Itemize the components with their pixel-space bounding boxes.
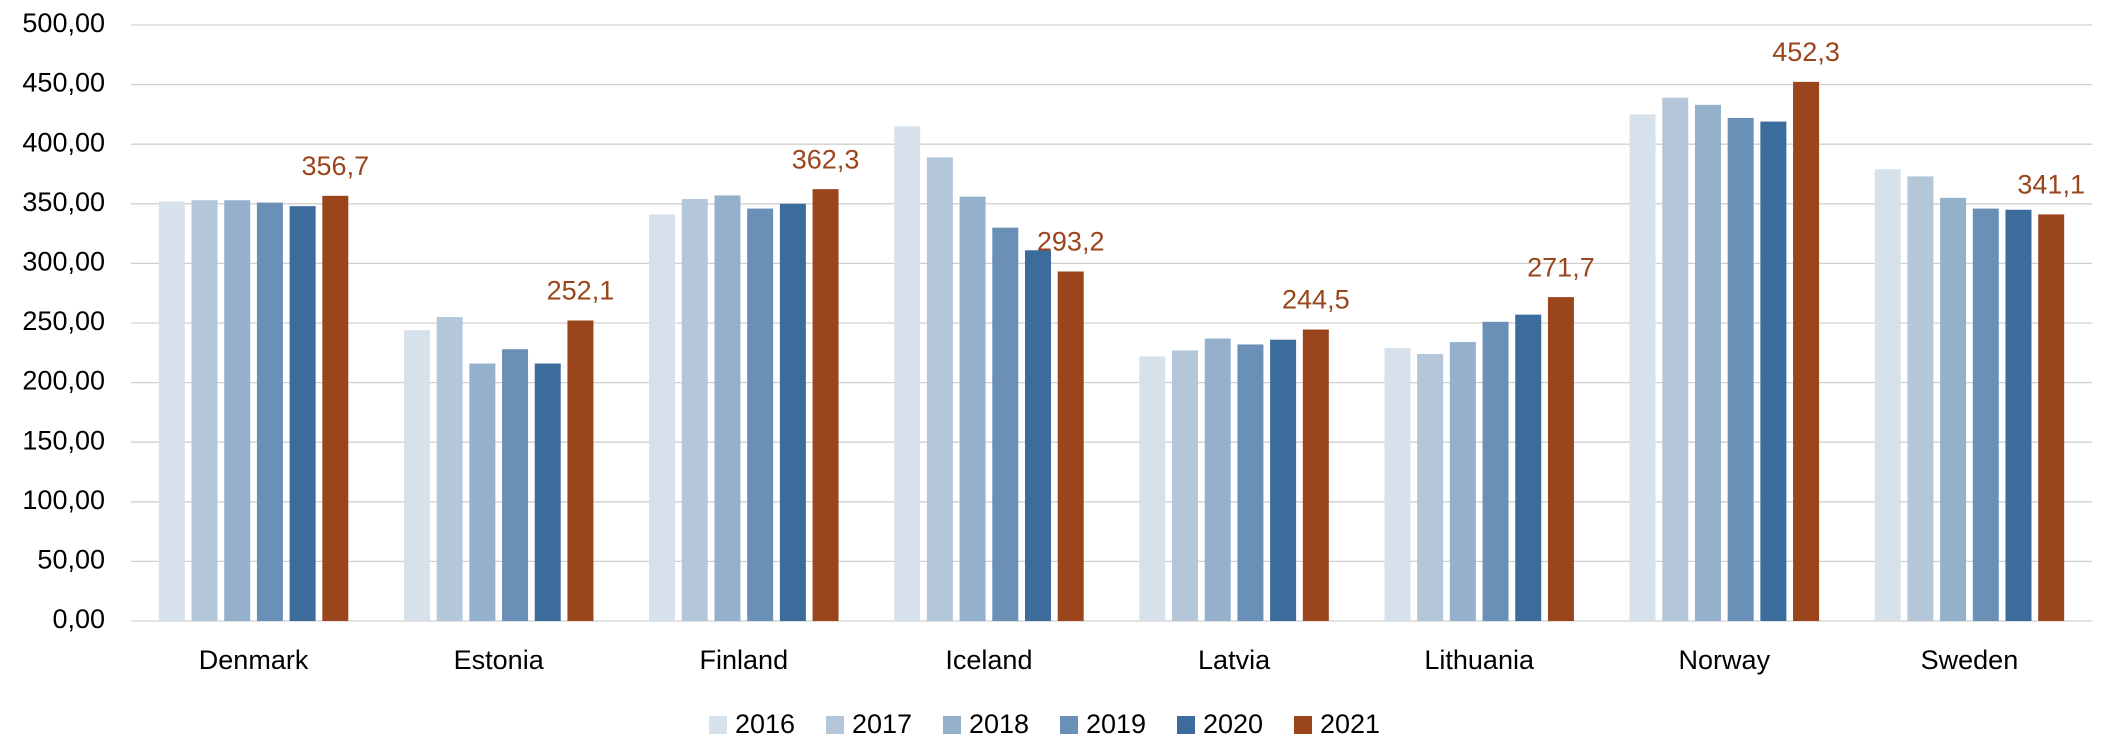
bar (2038, 214, 2065, 621)
bar (1515, 314, 1542, 621)
y-tick-label: 250,00 (22, 306, 105, 336)
bar (747, 208, 774, 621)
data-label: 341,1 (2017, 170, 2085, 200)
data-label: 252,1 (547, 276, 615, 306)
bar (1384, 348, 1411, 621)
bar (894, 126, 921, 621)
y-tick-label: 500,00 (22, 8, 105, 38)
bar (1907, 176, 1934, 621)
legend-swatch (1294, 716, 1312, 734)
x-tick-label: Finland (700, 645, 789, 675)
data-label: 452,3 (1772, 37, 1840, 67)
legend-label: 2019 (1086, 709, 1146, 738)
legend-swatch (943, 716, 961, 734)
y-tick-label: 350,00 (22, 187, 105, 217)
bar (1482, 321, 1509, 621)
y-tick-label: 400,00 (22, 127, 105, 157)
x-tick-label: Iceland (945, 645, 1032, 675)
bar (1237, 344, 1264, 621)
bar (926, 157, 953, 621)
legend-swatch (709, 716, 727, 734)
legend-swatch (826, 716, 844, 734)
bar (649, 214, 676, 621)
bar (567, 320, 594, 621)
bar (1449, 342, 1476, 621)
legend-label: 2016 (735, 709, 795, 738)
bar (1874, 169, 1901, 621)
bar (469, 363, 496, 621)
data-label: 271,7 (1527, 252, 1595, 282)
bar (1172, 350, 1199, 621)
y-tick-label: 450,00 (22, 68, 105, 98)
y-tick-label: 100,00 (22, 485, 105, 515)
bar (2005, 209, 2032, 621)
bar (403, 330, 430, 621)
bar (1270, 339, 1297, 621)
bar (1793, 81, 1820, 621)
x-tick-label: Denmark (199, 645, 309, 675)
data-label: 356,7 (302, 151, 370, 181)
bar (436, 317, 463, 621)
bar (1727, 117, 1754, 621)
bar (1204, 338, 1231, 621)
legend-label: 2018 (969, 709, 1029, 738)
bar (1139, 356, 1166, 621)
bar (1024, 250, 1051, 621)
bar (322, 195, 349, 621)
bar (1972, 208, 1999, 621)
legend-swatch (1060, 716, 1078, 734)
legend-label: 2021 (1320, 709, 1380, 738)
bar (714, 195, 741, 621)
bar (1417, 353, 1444, 621)
y-tick-label: 150,00 (22, 425, 105, 455)
y-tick-label: 0,00 (52, 604, 105, 634)
legend-label: 2017 (852, 709, 912, 738)
y-tick-label: 50,00 (37, 545, 105, 575)
data-label: 293,2 (1037, 227, 1105, 257)
bar (191, 200, 218, 621)
data-label: 244,5 (1282, 285, 1350, 315)
bar (1302, 329, 1329, 621)
bar (1940, 197, 1967, 621)
bar (992, 227, 1019, 621)
bar (681, 199, 708, 622)
data-label: 362,3 (792, 144, 860, 174)
bar (812, 189, 839, 621)
bar (779, 203, 806, 622)
bar (289, 206, 316, 621)
bar (256, 202, 283, 621)
bar (158, 201, 185, 621)
bar (1760, 121, 1787, 621)
bar (224, 200, 251, 621)
x-tick-label: Lithuania (1424, 645, 1535, 675)
legend-swatch (1177, 716, 1195, 734)
bar (1629, 114, 1656, 622)
y-tick-label: 200,00 (22, 366, 105, 396)
bar (1694, 104, 1721, 621)
x-tick-label: Estonia (454, 645, 545, 675)
bar (502, 349, 529, 621)
bar (1662, 97, 1689, 622)
bar (1547, 297, 1574, 621)
bar (959, 196, 986, 621)
x-tick-label: Sweden (1921, 645, 2019, 675)
bar (534, 363, 561, 621)
x-tick-label: Latvia (1198, 645, 1271, 675)
legend-label: 2020 (1203, 709, 1263, 738)
bar (1057, 271, 1084, 621)
y-tick-label: 300,00 (22, 247, 105, 277)
x-tick-label: Norway (1679, 645, 1771, 675)
